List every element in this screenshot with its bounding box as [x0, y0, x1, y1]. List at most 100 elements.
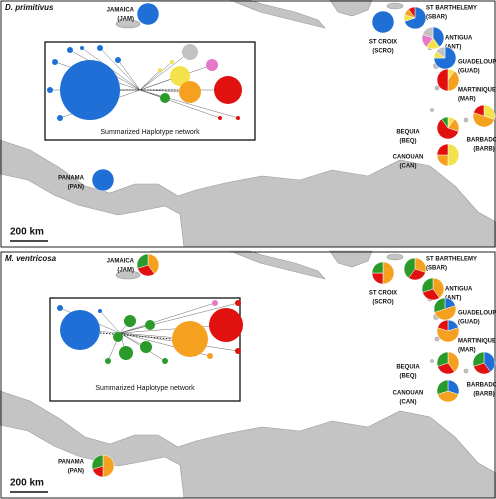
pie-slice [483, 351, 496, 373]
panel-border [0, 0, 496, 248]
site-code: (SCRO) [372, 49, 393, 55]
site-name: BARBADOS [467, 383, 496, 389]
pie-slice [371, 10, 395, 34]
network-edge [139, 89, 221, 119]
site-code: (SCRO) [372, 300, 393, 306]
haplotype-node [236, 116, 240, 120]
pie-slice [436, 118, 459, 140]
haplotype-node [214, 76, 242, 104]
haplotype-node [235, 348, 241, 354]
site-code: (SBAR) [426, 15, 447, 21]
haplotype-node [57, 305, 63, 311]
haplotype-node [160, 93, 170, 103]
pie-slice [422, 26, 434, 39]
pie-slice [408, 6, 416, 19]
site-code: (JAM) [117, 268, 134, 274]
pie-slice [436, 68, 449, 92]
network-edge [139, 89, 239, 119]
haplotype-node [115, 57, 121, 63]
haplotype-node [212, 300, 218, 306]
network-edge [119, 324, 227, 334]
haplotype-node [52, 59, 58, 65]
scale-label: 200 km [10, 227, 44, 238]
network-edge [139, 69, 161, 91]
site-name: CANOUAN [393, 391, 424, 397]
haplotype-node [97, 45, 103, 51]
pie-slice [436, 379, 449, 395]
pie-slice [136, 253, 149, 269]
pie-slice [435, 46, 446, 59]
network-link [99, 332, 173, 340]
site-name: PANAMA [58, 460, 85, 466]
pie-slice [473, 104, 485, 117]
site-code: (CAN) [400, 164, 417, 170]
haplotype-node [235, 300, 241, 306]
site-name: ST BARTHELEMY [426, 6, 477, 12]
site-name: ST CROIX [369, 291, 397, 297]
site-code: (BEQ) [400, 374, 417, 380]
site-code: (GUAD) [458, 69, 480, 75]
haplotype-node [47, 87, 53, 93]
map-panel: M. ventricosa 200 km Summarized Haplotype … [0, 250, 496, 499]
pie-slice [421, 277, 434, 293]
pie-slice [433, 297, 446, 313]
haplotype-node [170, 60, 174, 64]
haplotype-node [162, 358, 168, 364]
pie-slice [403, 257, 416, 279]
haplotype-node [170, 66, 190, 86]
pie-slice [147, 253, 160, 275]
site-name: GUADELOUPE [458, 311, 496, 317]
pie-slice [472, 351, 485, 367]
haplotype-node [105, 358, 111, 364]
pie-slice [447, 351, 460, 373]
site-code: (MAR) [458, 97, 476, 103]
site-code: (BARB) [473, 392, 494, 398]
pie-slice [447, 70, 460, 92]
pie-slice [102, 454, 115, 478]
pie-slice [371, 261, 384, 274]
haplotype-node [179, 81, 201, 103]
species-name: D. primitivus [5, 3, 54, 12]
pie-slice [136, 2, 160, 26]
pie-slice [433, 46, 457, 70]
haplotype-node [172, 321, 208, 357]
network-edge [99, 47, 141, 91]
pie-slice [436, 143, 449, 156]
site-code: (ANT) [445, 45, 461, 51]
site-code: (JAM) [117, 17, 134, 23]
haplotype-node [140, 341, 152, 353]
haplotype-node [209, 308, 243, 342]
site-code: (BEQ) [400, 139, 417, 145]
pie-slice [382, 261, 395, 285]
site-code: (PAN) [68, 185, 84, 191]
network-edge [119, 302, 216, 334]
haplotype-node [218, 116, 222, 120]
site-name: CANOUAN [393, 155, 424, 161]
site-name: MARTINIQUE [458, 339, 496, 345]
site-name: BARBADOS [467, 138, 496, 144]
haplotype-node [182, 44, 198, 60]
haplotype-node [113, 332, 123, 342]
site-name: PANAMA [58, 176, 85, 182]
network-edge [139, 51, 191, 91]
site-name: ST BARTHELEMY [426, 257, 477, 263]
network-caption: Summarized Haplotype network [100, 129, 200, 136]
pie-slice [447, 143, 460, 167]
species-name: M. ventricosa [5, 254, 57, 263]
site-name: BEQUIA [396, 130, 420, 136]
pie-slice [91, 454, 104, 470]
site-code: (BARB) [473, 147, 494, 153]
haplotype-node [60, 310, 100, 350]
haplotype-node [80, 46, 84, 50]
site-name: ANTIGUA [445, 36, 473, 42]
haplotype-node [67, 47, 73, 53]
site-code: (PAN) [68, 469, 84, 475]
site-name: ST CROIX [369, 40, 397, 46]
haplotype-node [207, 353, 213, 359]
pie-slice [472, 112, 495, 128]
haplotype-node [60, 60, 120, 120]
haplotype-node [57, 115, 63, 121]
haplotype-node [145, 320, 155, 330]
pie-slice [436, 327, 460, 343]
